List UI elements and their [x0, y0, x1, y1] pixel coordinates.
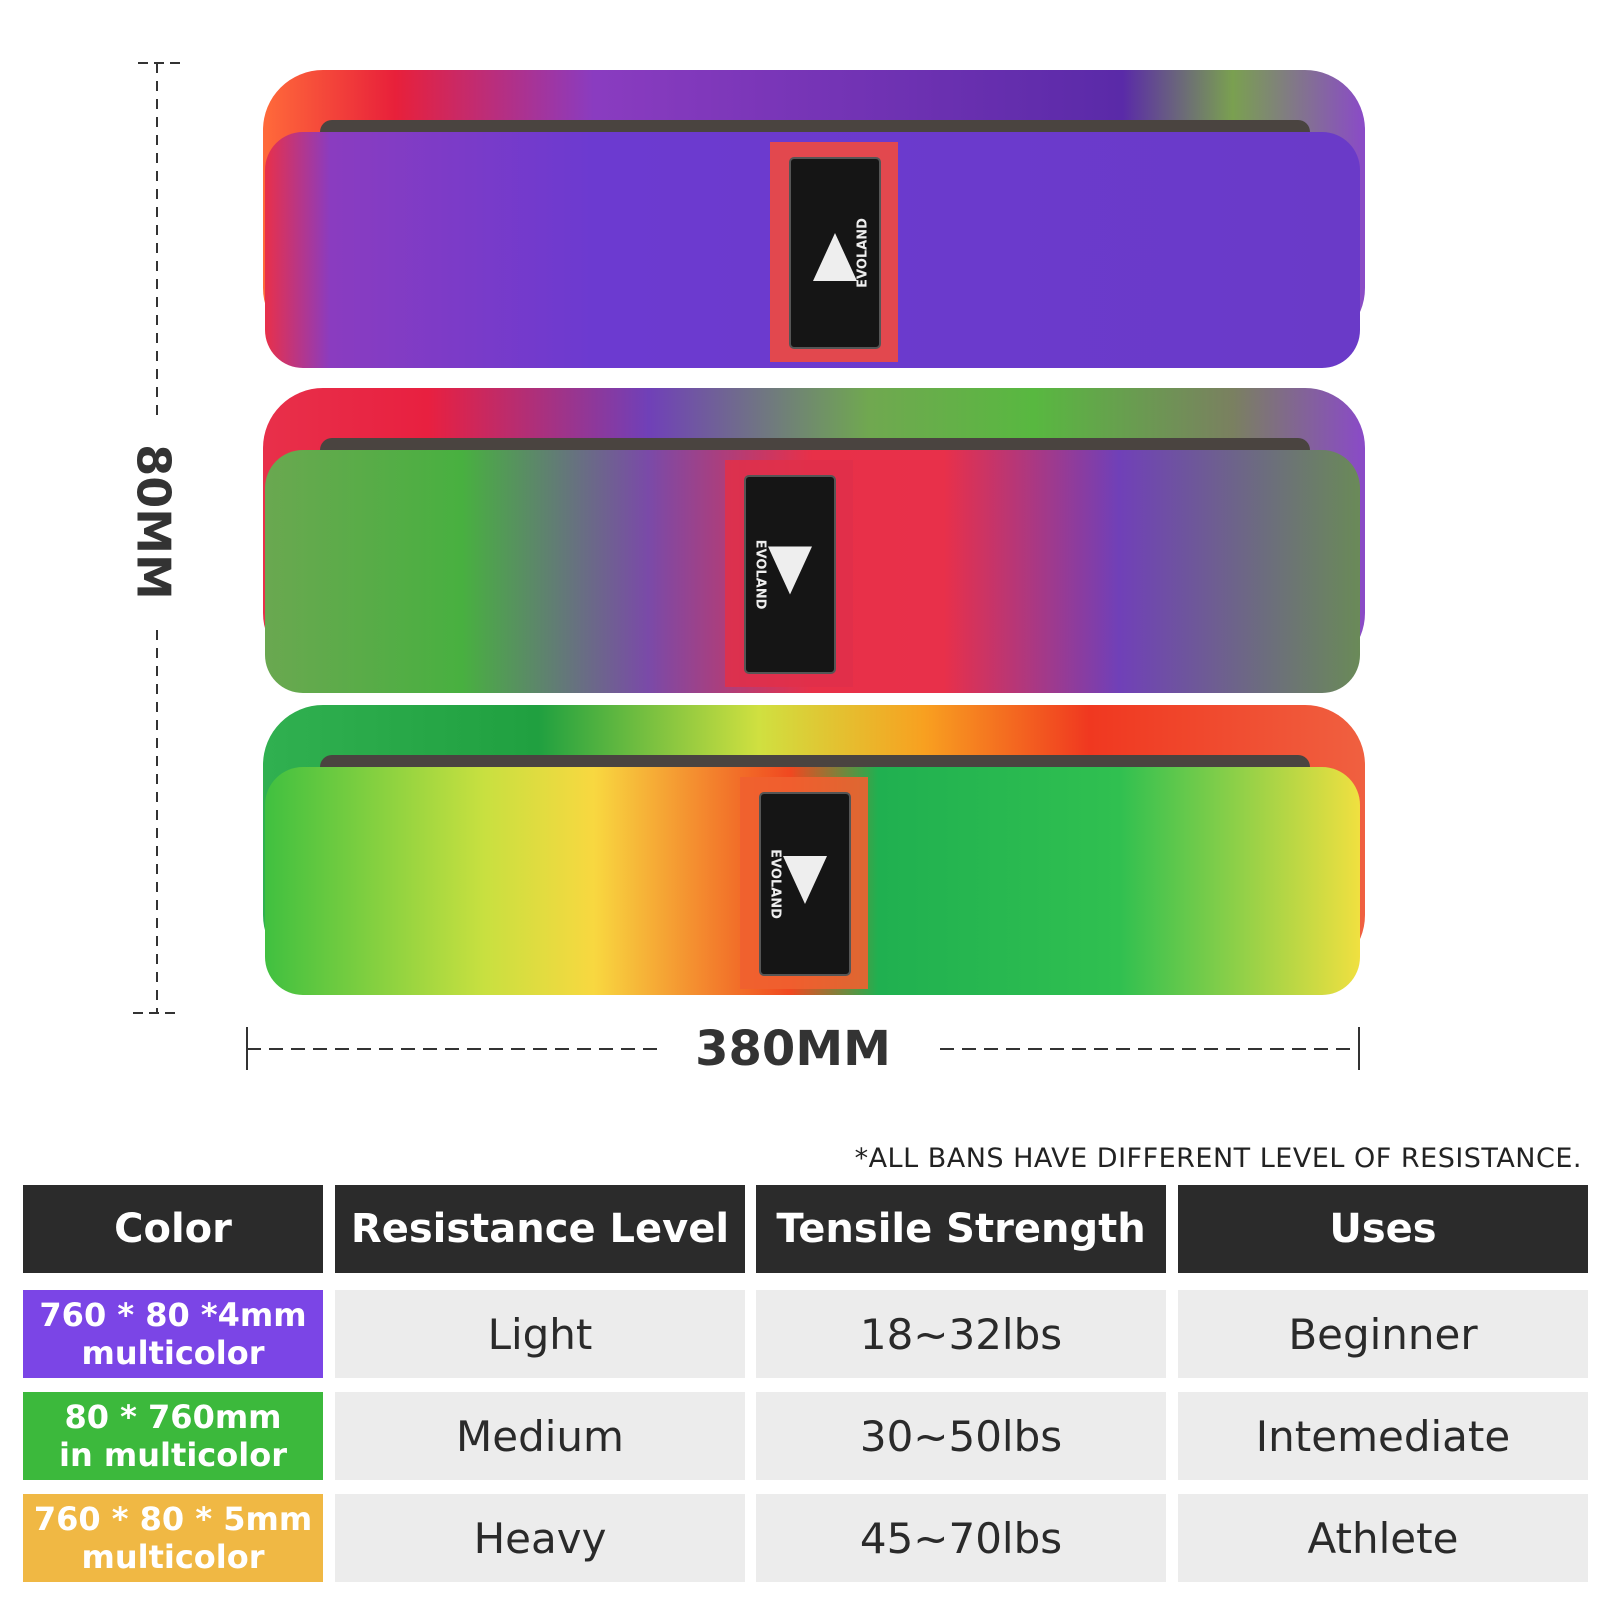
- logo: [813, 233, 857, 281]
- header-cell: Tensile Strength: [756, 1185, 1166, 1273]
- note: *ALL BANS HAVE DIFFERENT LEVEL OF RESIST…: [854, 1143, 1582, 1174]
- width-label: 380MM: [695, 1021, 891, 1077]
- header-cell: Uses: [1178, 1185, 1588, 1273]
- color-line: in multicolor: [59, 1436, 287, 1474]
- brand-label: EVOLAND: [768, 849, 783, 919]
- value-cell: Medium: [335, 1392, 745, 1480]
- color-line: multicolor: [81, 1334, 265, 1372]
- color-line: 760 * 80 *4mm: [39, 1296, 307, 1334]
- color-cell: 80 * 760mm in multicolor: [23, 1392, 323, 1480]
- brand-label: EVOLAND: [856, 218, 871, 288]
- value-cell: Beginner: [1178, 1290, 1588, 1378]
- value-cell: Athlete: [1178, 1494, 1588, 1582]
- brand-label: EVOLAND: [753, 540, 768, 610]
- logo: [768, 546, 812, 595]
- value-cell: Heavy: [335, 1494, 745, 1582]
- color-line: 760 * 80 * 5mm: [33, 1500, 313, 1538]
- header-cell: Color: [23, 1185, 323, 1273]
- band: EVOLAND: [263, 705, 1365, 995]
- value-cell: 30~50lbs: [756, 1392, 1166, 1480]
- value-cell: Intemediate: [1178, 1392, 1588, 1480]
- height-dimension: [133, 62, 182, 1014]
- value-cell: Light: [335, 1290, 745, 1378]
- band: EVOLAND: [263, 388, 1365, 693]
- header-cell: Resistance Level: [335, 1185, 745, 1273]
- height-label: 80MM: [127, 444, 181, 600]
- color-cell: 760 * 80 *4mm multicolor: [23, 1290, 323, 1378]
- color-cell: 760 * 80 * 5mm multicolor: [23, 1494, 323, 1582]
- width-dimension: [246, 1027, 1360, 1070]
- color-line: multicolor: [81, 1538, 265, 1576]
- value-cell: 45~70lbs: [756, 1494, 1166, 1582]
- band: EVOLAND: [263, 70, 1365, 368]
- color-line: 80 * 760mm: [64, 1398, 282, 1436]
- logo: [783, 856, 827, 904]
- product-art: 80MM 380MM EVOLAND EVOLAND EVOLAND: [127, 62, 1365, 1077]
- value-cell: 18~32lbs: [756, 1290, 1166, 1378]
